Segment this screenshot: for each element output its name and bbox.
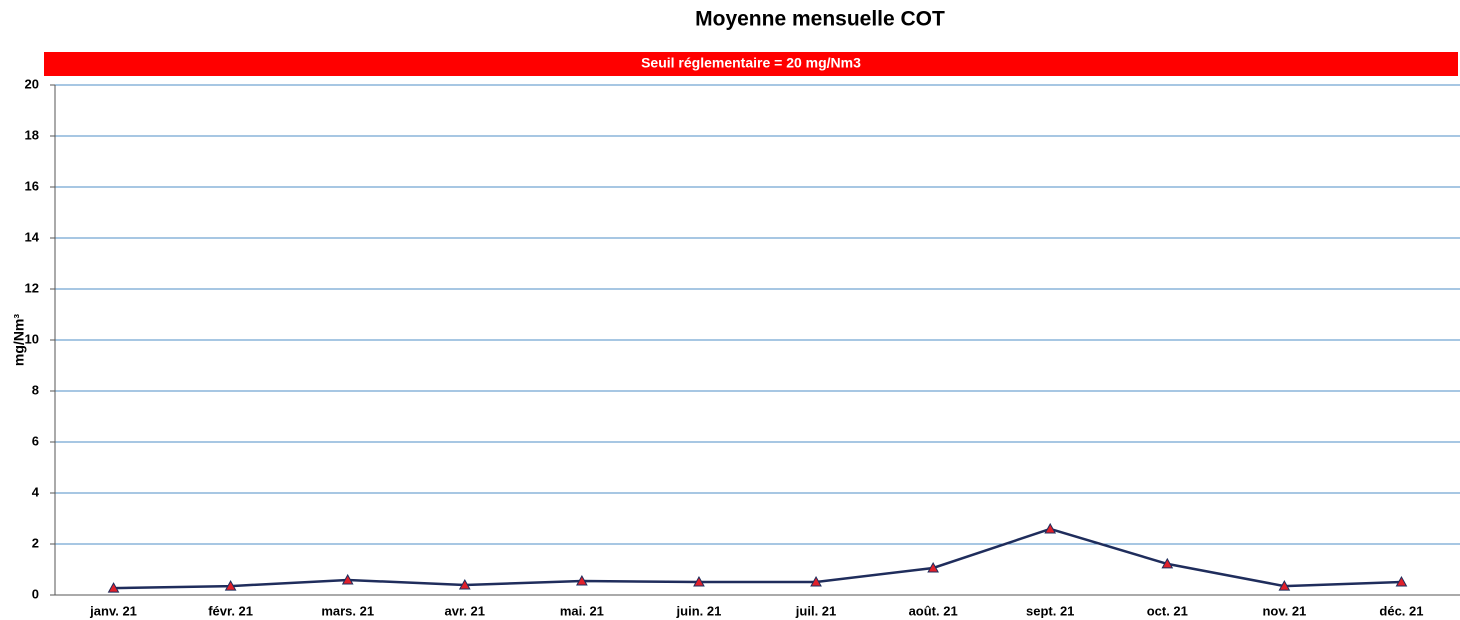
marker bbox=[927, 561, 939, 573]
marker bbox=[576, 574, 588, 586]
y-tick-label: 12 bbox=[25, 280, 39, 295]
marker bbox=[224, 580, 237, 591]
y-tick-label: 2 bbox=[32, 535, 39, 550]
y-tick-label: 6 bbox=[32, 433, 39, 448]
marker bbox=[341, 573, 354, 585]
x-tick-label: janv. 21 bbox=[89, 603, 137, 618]
marker bbox=[810, 575, 822, 587]
marker bbox=[1044, 522, 1057, 534]
chart-title: Moyenne mensuelle COT bbox=[695, 8, 945, 31]
marker bbox=[1161, 557, 1174, 569]
y-tick-label: 16 bbox=[25, 178, 39, 193]
y-tick-label: 4 bbox=[32, 484, 40, 499]
y-tick-label: 14 bbox=[25, 229, 40, 244]
marker bbox=[1278, 580, 1291, 591]
y-tick-label: 10 bbox=[25, 331, 39, 346]
marker bbox=[458, 579, 471, 590]
x-tick-label: sept. 21 bbox=[1026, 603, 1074, 618]
x-tick-label: juil. 21 bbox=[795, 603, 836, 618]
x-tick-label: mars. 21 bbox=[321, 603, 374, 618]
threshold-band bbox=[44, 52, 1458, 76]
y-tick-label: 20 bbox=[25, 76, 39, 91]
x-tick-label: mai. 21 bbox=[560, 603, 604, 618]
threshold-label: Seuil réglementaire = 20 mg/Nm3 bbox=[641, 55, 861, 71]
y-tick-label: 8 bbox=[32, 382, 39, 397]
x-tick-label: déc. 21 bbox=[1379, 603, 1423, 618]
x-tick-label: nov. 21 bbox=[1262, 603, 1306, 618]
y-tick-label: 18 bbox=[25, 127, 39, 142]
marker bbox=[1395, 575, 1408, 587]
y-tick-label: 0 bbox=[32, 586, 39, 601]
x-tick-label: août. 21 bbox=[909, 603, 958, 618]
x-tick-label: févr. 21 bbox=[208, 603, 253, 618]
x-tick-label: juin. 21 bbox=[676, 603, 722, 618]
marker bbox=[107, 582, 120, 593]
x-tick-label: oct. 21 bbox=[1147, 603, 1188, 618]
y-axis-label: mg/Nm³ bbox=[11, 314, 27, 366]
line bbox=[113, 527, 1402, 590]
x-tick-label: avr. 21 bbox=[445, 603, 486, 618]
marker bbox=[693, 575, 705, 587]
